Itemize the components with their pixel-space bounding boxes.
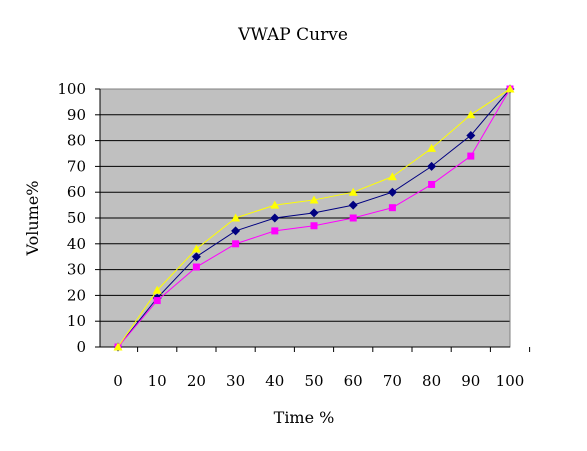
data-point [428, 180, 436, 188]
x-tick-label: 80 [422, 372, 441, 390]
data-point [113, 342, 123, 351]
y-tick-label: 20 [67, 286, 86, 304]
y-tick-label: 10 [67, 312, 86, 330]
y-tick-label: 0 [76, 338, 86, 356]
y-tick-label: 100 [57, 80, 86, 98]
data-point [348, 187, 358, 196]
data-point [505, 84, 515, 93]
x-tick-labels: 0 10 20 30 40 50 60 70 80 90 100 [113, 347, 531, 390]
data-point [191, 252, 201, 262]
y-tick-label: 40 [67, 235, 86, 253]
data-point [270, 213, 280, 223]
x-tick-label: 60 [344, 372, 363, 390]
y-tick-label: 50 [67, 209, 86, 227]
series-3 [113, 84, 515, 351]
data-point [466, 130, 476, 140]
data-point [309, 195, 319, 204]
data-point [231, 226, 241, 236]
x-tick-label: 40 [265, 372, 284, 390]
x-tick-label: 70 [383, 372, 402, 390]
data-point [310, 222, 318, 230]
y-tick-label: 60 [67, 183, 86, 201]
x-tick-label: 90 [461, 372, 480, 390]
data-point [232, 240, 240, 248]
data-point [152, 285, 162, 294]
data-point [271, 227, 279, 235]
data-point [388, 204, 396, 212]
x-tick-label: 100 [496, 372, 525, 390]
y-tick-labels: 0 10 20 30 40 50 60 70 80 90 100 [57, 80, 100, 356]
series-2 [114, 85, 514, 351]
data-point [467, 152, 475, 160]
x-tick-label: 10 [148, 372, 167, 390]
data-point [309, 208, 319, 218]
y-tick-label: 70 [67, 157, 86, 175]
data-point [348, 200, 358, 210]
y-tick-label: 80 [67, 132, 86, 150]
y-tick-label: 30 [67, 261, 86, 279]
data-point [387, 172, 397, 181]
data-point [192, 263, 200, 271]
data-point [427, 161, 437, 171]
data-point [349, 214, 357, 222]
x-tick-label: 0 [113, 372, 123, 390]
y-axis-label: Volume% [23, 181, 42, 257]
x-axis-label: Time % [274, 408, 335, 427]
data-point [466, 110, 476, 119]
chart-title: VWAP Curve [237, 25, 348, 45]
data-point [387, 187, 397, 197]
y-tick-label: 90 [67, 106, 86, 124]
data-point [427, 143, 437, 152]
data-point [270, 200, 280, 209]
x-tick-label: 30 [226, 372, 245, 390]
series-layer [113, 84, 515, 352]
data-point [153, 297, 161, 305]
data-point [231, 213, 241, 222]
x-tick-label: 50 [304, 372, 323, 390]
x-tick-label: 20 [187, 372, 206, 390]
data-point [191, 244, 201, 253]
